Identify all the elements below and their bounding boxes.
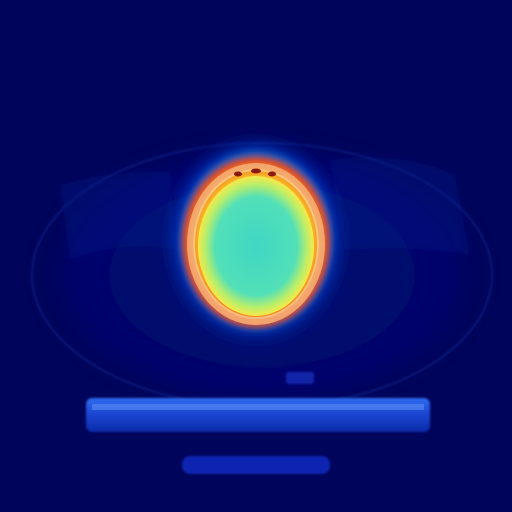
skull-mark-3 [268, 171, 276, 177]
skull-ring [187, 163, 325, 325]
patient-table-highlight [92, 404, 424, 410]
patient-table-base [182, 456, 330, 474]
patient-table [86, 398, 430, 432]
skull-mark-2 [251, 168, 261, 174]
right-structure [330, 157, 470, 255]
heatmap-core [198, 176, 314, 316]
small-object [286, 372, 314, 384]
left-structure [60, 171, 175, 260]
skull-mark-1 [234, 171, 242, 177]
